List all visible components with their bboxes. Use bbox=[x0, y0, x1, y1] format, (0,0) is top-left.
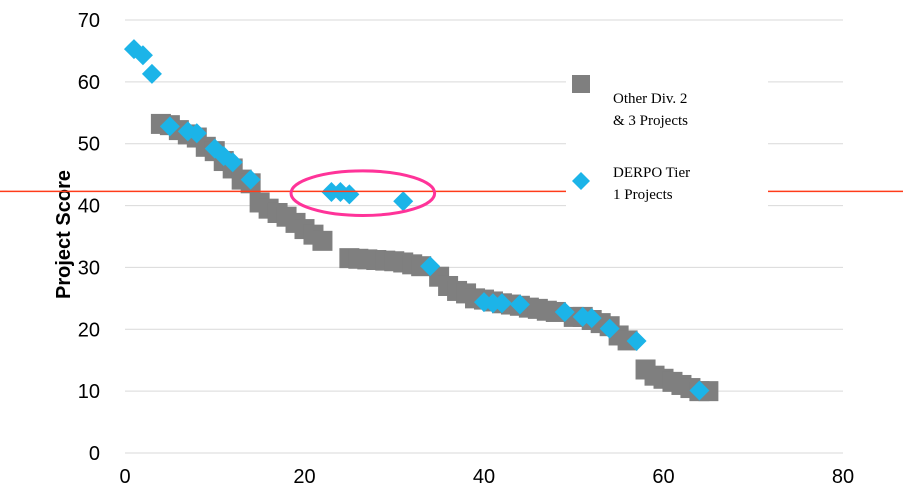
legend-label: Other Div. 2 bbox=[613, 91, 687, 107]
data-point-diamond bbox=[159, 116, 180, 137]
y-tick-label: 20 bbox=[78, 319, 100, 341]
y-tick-label: 60 bbox=[78, 72, 100, 94]
x-tick-label: 40 bbox=[473, 466, 495, 488]
data-point-diamond bbox=[141, 63, 162, 84]
data-point-diamond bbox=[222, 152, 243, 173]
x-tick-label: 60 bbox=[652, 466, 674, 488]
data-point-diamond bbox=[554, 301, 575, 322]
data-point-diamond bbox=[626, 331, 647, 352]
y-tick-label: 40 bbox=[78, 196, 100, 218]
y-tick-label: 70 bbox=[78, 10, 100, 32]
legend: Other Div. 2 & 3 Projects DERPO Tier 1 Proj… bbox=[566, 66, 768, 210]
legend-box bbox=[566, 66, 768, 210]
legend-label: DERPO Tier bbox=[613, 165, 690, 181]
y-tick-label: 30 bbox=[78, 257, 100, 279]
gridlines bbox=[125, 19, 843, 454]
data-point-diamond bbox=[689, 380, 710, 401]
legend-swatch-square bbox=[572, 75, 590, 93]
data-point-diamond bbox=[240, 169, 261, 190]
data-point-diamond bbox=[599, 318, 620, 339]
x-tick-label: 80 bbox=[832, 466, 854, 488]
data-point-diamond bbox=[420, 256, 441, 277]
legend-label: & 3 Projects bbox=[613, 113, 688, 129]
x-tick-labels: 0 20 40 60 80 bbox=[119, 466, 854, 488]
x-tick-label: 0 bbox=[119, 466, 130, 488]
y-axis-title: Project Score bbox=[53, 170, 75, 299]
data-point-diamond bbox=[132, 45, 153, 66]
y-tick-label: 0 bbox=[89, 443, 100, 465]
y-tick-label: 50 bbox=[78, 134, 100, 156]
data-point-diamond bbox=[393, 191, 414, 212]
data-point-diamond bbox=[491, 293, 512, 314]
highlight-ellipse bbox=[289, 169, 437, 217]
legend-swatch-diamond bbox=[572, 172, 590, 190]
data-point-diamond bbox=[186, 123, 207, 144]
data-point-diamond bbox=[581, 308, 602, 329]
legend-label: 1 Projects bbox=[613, 187, 673, 203]
y-tick-labels: 0 10 20 30 40 50 60 70 bbox=[78, 10, 100, 465]
data-point-diamond bbox=[509, 294, 530, 315]
data-point-diamond bbox=[339, 184, 360, 205]
x-tick-label: 20 bbox=[293, 466, 315, 488]
y-tick-label: 10 bbox=[78, 381, 100, 403]
data-point-square bbox=[312, 230, 333, 251]
